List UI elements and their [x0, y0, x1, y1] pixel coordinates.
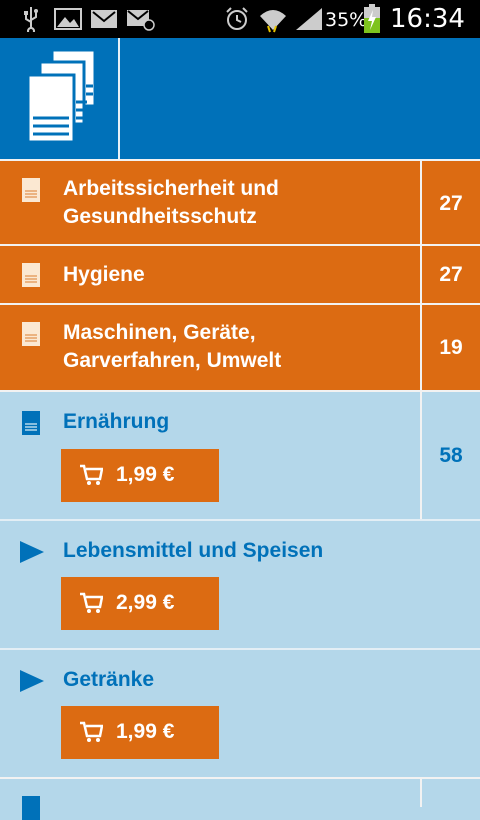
- buy-button[interactable]: 2,99 €: [61, 577, 219, 630]
- cart-icon: [80, 721, 103, 742]
- alarm-icon: [226, 7, 248, 30]
- price-label: 1,99 €: [116, 463, 175, 486]
- category-title: Maschinen, Geräte, Garverfahren, Umwelt: [63, 321, 282, 372]
- subcategory-title: Lebensmittel und Speisen: [63, 539, 324, 562]
- subcategory-title: Getränke: [63, 668, 155, 691]
- status-bar: 35% 16:34: [0, 0, 480, 38]
- category-row[interactable]: Maschinen, Geräte, Garverfahren, Umwelt …: [0, 303, 480, 391]
- battery-percentage: 35%: [325, 9, 368, 31]
- category-count-cell: [420, 779, 480, 807]
- signal-icon: [296, 8, 322, 30]
- cart-icon: [80, 464, 103, 485]
- document-icon: [22, 263, 40, 287]
- usb-icon: [24, 7, 38, 32]
- category-title: Hygiene: [63, 263, 145, 286]
- app-logo[interactable]: [0, 38, 118, 159]
- subcategory-row[interactable]: Getränke 1,99 €: [0, 648, 480, 778]
- buy-button[interactable]: 1,99 €: [61, 449, 219, 502]
- document-icon: [22, 322, 40, 346]
- play-arrow-icon: [20, 541, 44, 563]
- category-count: 27: [420, 161, 480, 246]
- clock: 16:34: [390, 4, 465, 34]
- category-row[interactable]: Hygiene 27: [0, 244, 480, 304]
- category-count: 58: [420, 392, 480, 520]
- category-row-partial[interactable]: [0, 777, 480, 820]
- category-row[interactable]: Ernährung 1,99 € 58: [0, 390, 480, 520]
- battery-charging-icon: [364, 4, 380, 33]
- gallery-icon: [54, 8, 82, 30]
- gmail-icon: [91, 10, 117, 28]
- category-row[interactable]: Arbeitssicherheit und Gesundheitsschutz …: [0, 159, 480, 246]
- subcategory-row[interactable]: Lebensmittel und Speisen 2,99 €: [0, 519, 480, 649]
- price-label: 2,99 €: [116, 591, 175, 614]
- buy-button[interactable]: 1,99 €: [61, 706, 219, 759]
- document-icon: [22, 178, 40, 202]
- cart-icon: [80, 592, 103, 613]
- email-icon: [127, 10, 155, 31]
- header-divider: [118, 38, 120, 159]
- category-count: 19: [420, 305, 480, 391]
- play-arrow-icon: [20, 670, 44, 692]
- price-label: 1,99 €: [116, 720, 175, 743]
- category-title: Arbeitssicherheit und Gesundheitsschutz: [63, 177, 279, 228]
- category-count: 27: [420, 246, 480, 304]
- app-header: [0, 38, 480, 159]
- document-icon: [22, 411, 40, 435]
- category-title: Ernährung: [63, 410, 170, 433]
- documents-stack-icon: [26, 48, 97, 144]
- wifi-icon: [260, 10, 286, 33]
